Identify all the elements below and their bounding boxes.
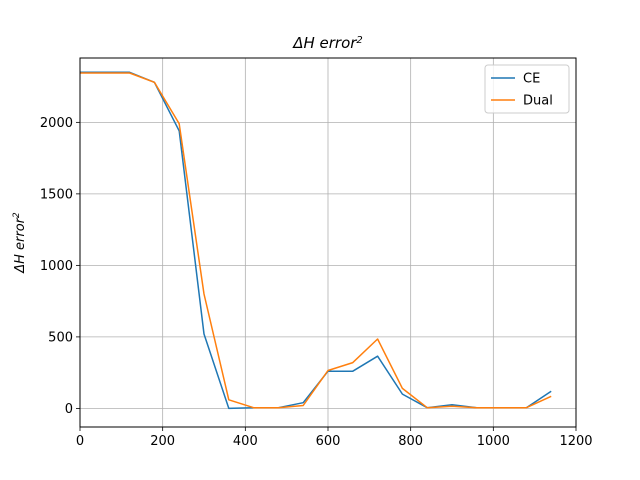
legend-label-ce: CE [523, 72, 540, 87]
chart-title-sup: 2 [356, 35, 362, 46]
axis-ticks: 0 200 400 600 800 1000 1200 0 500 1000 1500 2000 [40, 116, 593, 449]
y-tick-label: 1500 [40, 187, 73, 202]
legend-box [484, 64, 570, 114]
y-tick-label: 2000 [40, 116, 73, 131]
chart-title-base: ΔH error [292, 34, 357, 52]
x-tick-label: 1000 [477, 434, 510, 449]
x-tick-label: 800 [398, 434, 423, 449]
x-tick-label: 200 [150, 434, 175, 449]
series-line-dual [80, 72, 552, 409]
grid-lines [79, 58, 577, 427]
x-tick-label: 1200 [559, 434, 592, 449]
y-axis-label-sup: 2 [12, 212, 22, 218]
legend: CE Dual [484, 64, 570, 114]
legend-label-dual: Dual [523, 94, 553, 109]
x-tick-label: 600 [316, 434, 341, 449]
y-tick-label: 500 [48, 330, 73, 345]
x-tick-label: 400 [233, 434, 258, 449]
chart-title: ΔH error2 [292, 34, 363, 52]
y-tick-label: 1000 [40, 259, 73, 274]
series-lines [80, 71, 552, 410]
y-axis-label: ΔH error2 [12, 212, 28, 274]
y-tick-label: 0 [65, 402, 73, 417]
y-axis-label-base: ΔH error [13, 216, 28, 273]
x-tick-label: 0 [76, 434, 84, 449]
